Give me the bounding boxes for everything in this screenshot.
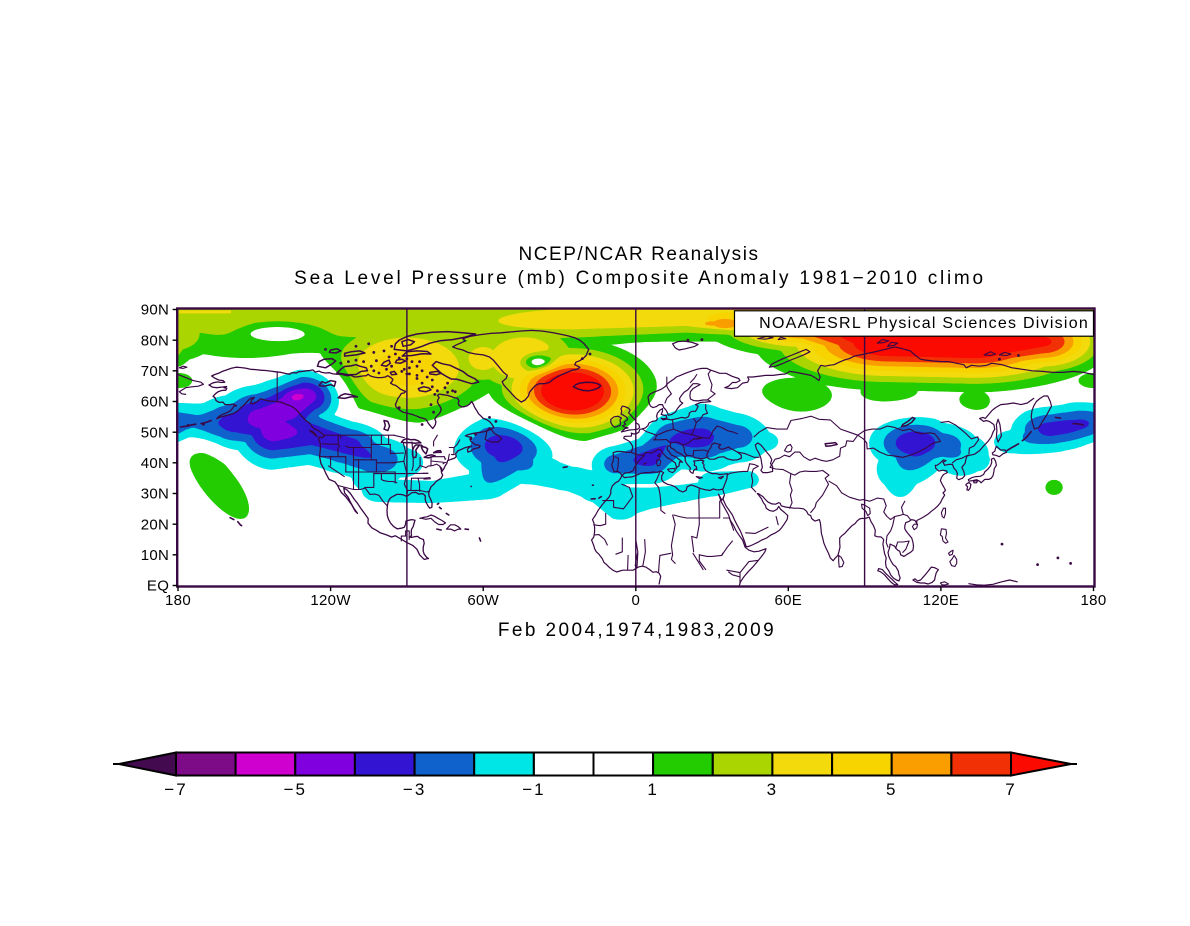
svg-text:40N: 40N: [141, 455, 169, 472]
svg-text:7: 7: [1005, 780, 1016, 799]
svg-text:180: 180: [1081, 592, 1107, 609]
svg-text:60E: 60E: [775, 592, 803, 609]
svg-text:−5: −5: [284, 780, 307, 799]
svg-text:NCEP/NCAR Reanalysis: NCEP/NCAR Reanalysis: [518, 244, 759, 265]
svg-text:3: 3: [767, 780, 778, 799]
svg-text:120W: 120W: [310, 592, 351, 609]
svg-text:EQ: EQ: [147, 578, 169, 595]
svg-text:−3: −3: [403, 780, 426, 799]
svg-text:−7: −7: [164, 780, 187, 799]
svg-text:60W: 60W: [467, 592, 499, 609]
svg-text:180: 180: [165, 592, 191, 609]
svg-text:50N: 50N: [141, 424, 169, 441]
svg-text:20N: 20N: [141, 516, 169, 533]
svg-text:10N: 10N: [141, 547, 169, 564]
svg-text:−1: −1: [522, 780, 545, 799]
svg-text:90N: 90N: [141, 302, 169, 319]
svg-text:1: 1: [647, 780, 658, 799]
svg-text:Sea Level Pressure (mb) Compos: Sea Level Pressure (mb) Composite Anomal…: [294, 268, 986, 289]
svg-text:120E: 120E: [923, 592, 959, 609]
svg-text:60N: 60N: [141, 394, 169, 411]
svg-text:80N: 80N: [141, 332, 169, 349]
svg-text:NOAA/ESRL Physical Sciences Di: NOAA/ESRL Physical Sciences Division: [759, 315, 1089, 332]
svg-text:5: 5: [886, 780, 897, 799]
svg-text:0: 0: [631, 592, 640, 609]
svg-text:Feb 2004,1974,1983,2009: Feb 2004,1974,1983,2009: [498, 620, 776, 641]
svg-text:70N: 70N: [141, 363, 169, 380]
svg-text:30N: 30N: [141, 486, 169, 503]
